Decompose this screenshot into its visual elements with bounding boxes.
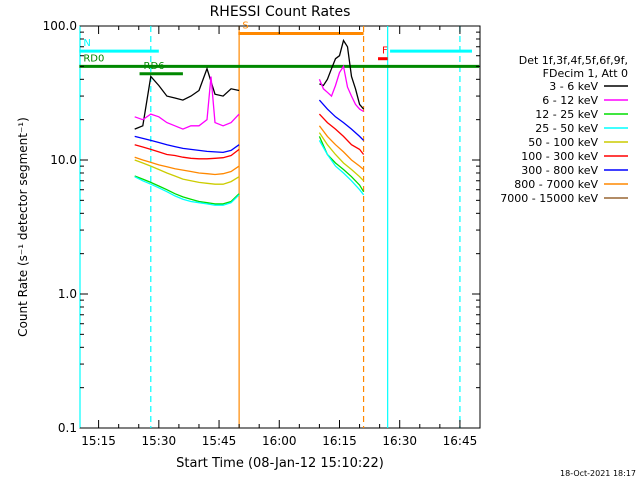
plot-frame: [79, 25, 481, 429]
annotation-label: S: [242, 20, 248, 31]
x-tick-label: 16:30: [382, 434, 417, 448]
series-line: [318, 132, 365, 182]
series-line: [134, 175, 240, 205]
y-axis-label: Count Rate (s⁻¹ detector segment⁻¹): [16, 117, 30, 337]
series-line: [318, 113, 365, 155]
y-tick-label: 10.0: [50, 153, 77, 167]
legend-entry-label: 3 - 6 keV: [549, 80, 598, 93]
legend-entry-label: 6 - 12 keV: [542, 94, 598, 107]
x-tick-label: 16:15: [322, 434, 357, 448]
series-line: [319, 38, 365, 110]
y-tick-label: 100.0: [43, 19, 77, 33]
x-axis-label: Start Time (08-Jan-12 15:10:22): [176, 456, 384, 471]
y-tick-label: 1.0: [58, 287, 77, 301]
annotation-label: N: [83, 38, 90, 49]
series-line: [134, 76, 240, 130]
series-line: [318, 99, 365, 141]
x-tick-label: 16:45: [443, 434, 478, 448]
annotation-label: RD0: [83, 53, 104, 64]
legend-header: FDecim 1, Att 0: [543, 67, 628, 80]
x-tick-label: 15:45: [202, 434, 237, 448]
x-tick-label: 15:30: [142, 434, 177, 448]
series-line: [134, 66, 240, 130]
legend-entry-label: 7000 - 15000 keV: [500, 192, 598, 205]
legend-entry-label: 12 - 25 keV: [535, 108, 598, 121]
legend-entry-label: 25 - 50 keV: [535, 122, 598, 135]
x-axis-ticks: 15:15 15:30 15:45 16:00 16:15 16:30 16:45: [81, 26, 481, 448]
series-line: [134, 159, 240, 185]
series-line: [318, 64, 364, 113]
legend-header: Det 1f,3f,4f,5f,6f,9f,: [519, 54, 628, 67]
chart-title: RHESSI Count Rates: [210, 4, 351, 20]
legend: Det 1f,3f,4f,5f,6f,9f,FDecim 1, Att 03 -…: [500, 54, 628, 205]
legend-entry-label: 50 - 100 keV: [528, 136, 598, 149]
legend-entry-label: 300 - 800 keV: [521, 164, 598, 177]
annotation-label: F: [382, 46, 388, 57]
series-line: [318, 125, 365, 170]
series-line: [318, 140, 365, 196]
plot-area: NSRD6RD0F: [79, 20, 481, 429]
footer-timestamp: 18-Oct-2021 18:17: [560, 469, 636, 478]
legend-entry-label: 800 - 7000 keV: [514, 178, 598, 191]
y-axis-ticks: 0.1 1.0 10.0 100.0: [43, 19, 480, 435]
x-tick-label: 15:15: [81, 434, 116, 448]
y-tick-label: 0.1: [58, 421, 77, 435]
series-line: [134, 176, 240, 206]
series-line: [134, 135, 240, 154]
legend-entry-label: 100 - 300 keV: [521, 150, 598, 163]
x-tick-label: 16:00: [262, 434, 297, 448]
series-line: [134, 144, 240, 160]
series-line: [134, 156, 240, 176]
